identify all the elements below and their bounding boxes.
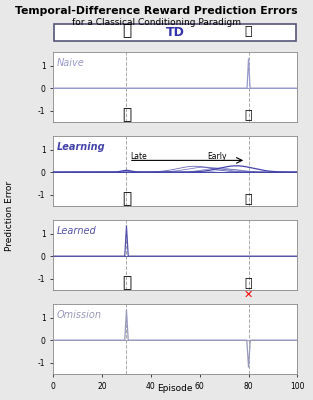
Text: Prediction Error: Prediction Error — [5, 181, 14, 251]
Text: Learning: Learning — [57, 142, 105, 152]
Text: for a Classical Conditioning Paradigm: for a Classical Conditioning Paradigm — [72, 18, 241, 27]
Text: Naive: Naive — [57, 58, 85, 68]
Text: 🔔: 🔔 — [122, 23, 131, 38]
Text: Episode: Episode — [157, 384, 193, 393]
FancyBboxPatch shape — [54, 24, 296, 41]
Text: Temporal-Difference Reward Prediction Errors: Temporal-Difference Reward Prediction Er… — [15, 6, 298, 16]
Text: 🔔: 🔔 — [122, 275, 131, 290]
Text: ✕: ✕ — [244, 290, 253, 300]
Text: Learned: Learned — [57, 226, 97, 236]
Text: Omission: Omission — [57, 310, 102, 320]
Text: Late: Late — [130, 152, 147, 162]
Text: 🔔: 🔔 — [122, 191, 131, 206]
Text: Early: Early — [207, 152, 227, 162]
Text: 🔔: 🔔 — [122, 107, 131, 122]
Text: TD: TD — [166, 26, 185, 39]
Text: 🍬: 🍬 — [245, 109, 252, 122]
Text: 🍬: 🍬 — [245, 193, 252, 206]
Text: 🍬: 🍬 — [245, 25, 252, 38]
Text: 🍬: 🍬 — [245, 277, 252, 290]
